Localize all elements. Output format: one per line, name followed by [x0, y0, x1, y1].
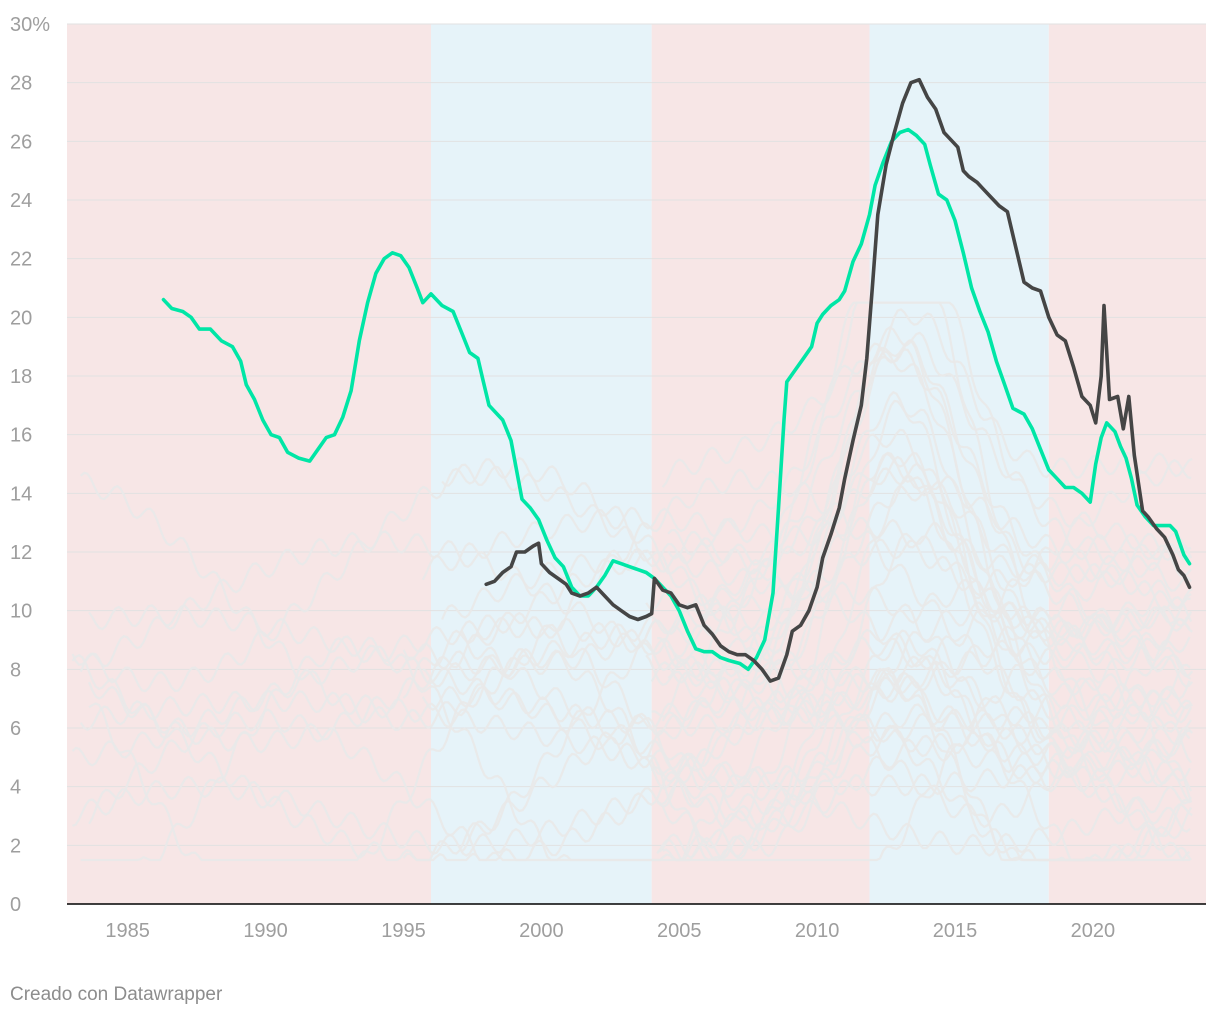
y-tick-label: 20 [10, 307, 32, 329]
y-tick-label: 24 [10, 190, 32, 212]
y-tick-label: 4 [10, 777, 21, 799]
background-series-line [72, 775, 1193, 857]
background-series-line [650, 522, 1192, 831]
y-tick-label: 2 [10, 835, 21, 857]
background-series-line [71, 616, 1192, 775]
x-tick-label: 2010 [795, 920, 840, 942]
background-series-line [656, 629, 1191, 860]
x-tick-label: 1985 [105, 920, 150, 942]
y-tick-label: 28 [10, 73, 32, 95]
background-series-line [661, 676, 1193, 862]
x-tick-label: 2005 [657, 920, 702, 942]
background-series-line [79, 690, 1191, 797]
highlight-series-line-1 [161, 127, 1192, 672]
background-series-line [645, 474, 1194, 704]
background-series-line [88, 708, 1192, 862]
y-tick-label: 22 [10, 249, 32, 271]
period-bands [67, 24, 1206, 904]
datawrapper-credit: Creado con Datawrapper [10, 984, 223, 1005]
y-tick-label: 16 [10, 425, 32, 447]
background-series-line [667, 326, 1193, 561]
x-tick-label: 1990 [243, 920, 288, 942]
highlight-series [161, 77, 1192, 683]
background-series-line [667, 339, 1192, 682]
background-series [71, 301, 1194, 862]
background-series-line [71, 560, 1192, 862]
background-series-line [651, 301, 1192, 803]
x-tick-label: 1995 [381, 920, 426, 942]
background-series-line [645, 455, 1193, 665]
y-tick-label: 0 [10, 894, 21, 916]
x-tick-label: 2000 [519, 920, 564, 942]
y-tick-label: 30% [10, 14, 50, 36]
background-series-line [645, 350, 1193, 666]
background-series-line [402, 696, 1193, 862]
background-series-line [460, 617, 1191, 791]
background-series-line [661, 342, 1194, 678]
background-series-line [656, 339, 1190, 862]
x-axis-tick-labels: 1985 1990 1995 2000 2005 2010 2015 2020 [105, 920, 1115, 942]
background-series-line [650, 391, 1192, 755]
highlight-series-line-2 [484, 77, 1192, 683]
y-tick-label: 8 [10, 659, 21, 681]
y-tick-label: 14 [10, 483, 32, 505]
y-tick-label: 10 [10, 601, 32, 623]
gridlines [67, 23, 1206, 846]
background-series-line [441, 463, 1191, 766]
x-tick-label: 2020 [1071, 920, 1116, 942]
background-series-line [650, 452, 1193, 792]
y-tick-label: 6 [10, 718, 21, 740]
background-series-line [402, 462, 1193, 677]
background-series-line [80, 468, 1191, 731]
y-tick-label: 12 [10, 542, 32, 564]
x-tick-label: 2015 [933, 920, 978, 942]
y-tick-label: 18 [10, 366, 32, 388]
background-series-line [71, 456, 1192, 694]
y-tick-label: 26 [10, 131, 32, 153]
background-series-line [662, 399, 1194, 862]
background-series-line [421, 685, 1192, 831]
background-series-line [656, 485, 1191, 862]
